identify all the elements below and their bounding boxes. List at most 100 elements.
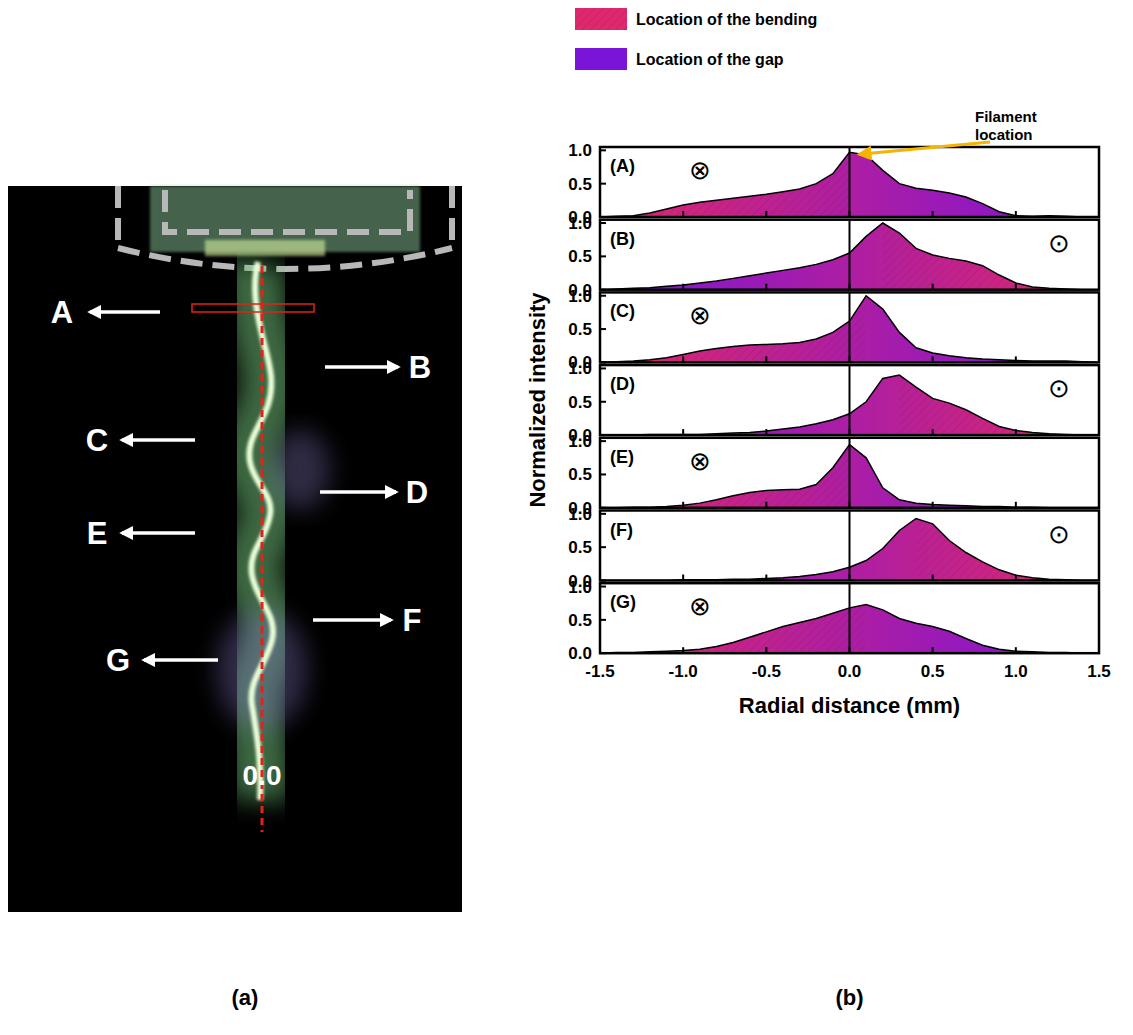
x-tick bbox=[849, 284, 851, 290]
y-tick-label: 0.5 bbox=[568, 465, 592, 484]
center-line bbox=[849, 583, 851, 653]
x-tick bbox=[1015, 356, 1017, 362]
label-arrow bbox=[320, 490, 396, 494]
label-arrow bbox=[90, 310, 160, 314]
x-tick-label: -0.5 bbox=[752, 662, 781, 681]
x-tick bbox=[1015, 647, 1017, 653]
profile-panel: 0.00.51.0(B)⊙ bbox=[568, 214, 1099, 300]
profile-panel: 0.00.51.0-1.5-1.0-0.50.00.51.01.5(G)⊗ bbox=[568, 578, 1110, 682]
x-tick bbox=[1015, 502, 1017, 508]
y-tick bbox=[600, 367, 606, 369]
y-tick bbox=[600, 295, 606, 297]
label-arrow bbox=[144, 658, 218, 662]
profile-panel: 0.00.51.0(E)⊗ bbox=[568, 432, 1099, 518]
section-label: E bbox=[87, 516, 108, 551]
electrode-outline bbox=[449, 186, 455, 250]
filament-glow bbox=[270, 430, 330, 510]
slice-box bbox=[192, 304, 314, 312]
electrode-outline bbox=[115, 186, 121, 250]
y-tick bbox=[600, 222, 606, 224]
y-tick-label: 1.0 bbox=[568, 505, 592, 524]
center-line bbox=[849, 292, 851, 362]
section-label: C bbox=[86, 423, 108, 458]
center-line bbox=[849, 220, 851, 290]
y-tick bbox=[600, 255, 606, 257]
legend-swatch bbox=[575, 8, 627, 30]
profile-panel: 0.00.51.0(D)⊙ bbox=[568, 359, 1099, 445]
panel-title: (C) bbox=[610, 301, 635, 321]
x-tick bbox=[1098, 356, 1100, 362]
x-tick bbox=[765, 284, 767, 290]
direction-symbol: ⊗ bbox=[689, 155, 711, 185]
bending-hatch bbox=[883, 223, 1099, 290]
y-tick-label: 0.5 bbox=[568, 320, 592, 339]
x-tick bbox=[1015, 429, 1017, 435]
x-tick bbox=[1098, 575, 1100, 581]
plot-frame bbox=[600, 438, 1099, 508]
center-line bbox=[849, 511, 851, 581]
profile-panel: 0.00.51.0(F)⊙ bbox=[568, 505, 1099, 591]
x-tick bbox=[599, 575, 601, 581]
x-tick bbox=[1098, 429, 1100, 435]
panel-title: (A) bbox=[610, 156, 635, 176]
hatch-group bbox=[883, 223, 1099, 290]
x-tick bbox=[765, 356, 767, 362]
y-tick-label: 1.0 bbox=[568, 432, 592, 451]
y-tick-label: 1.0 bbox=[568, 359, 592, 378]
profile-panel: 0.00.51.0(A)⊗ bbox=[568, 141, 1099, 227]
y-tick bbox=[600, 513, 606, 515]
hatch-group bbox=[600, 605, 866, 654]
y-tick bbox=[600, 328, 606, 330]
legend-swatch bbox=[575, 48, 627, 70]
x-tick bbox=[932, 284, 934, 290]
y-tick bbox=[600, 183, 606, 185]
x-tick bbox=[849, 211, 851, 217]
y-tick-label: 1.0 bbox=[568, 287, 592, 306]
legend-item: Location of the bending bbox=[575, 8, 817, 30]
x-tick bbox=[932, 356, 934, 362]
x-tick-label: 0.0 bbox=[838, 662, 862, 681]
x-tick bbox=[849, 647, 851, 653]
hatch-group bbox=[916, 519, 1099, 581]
x-tick bbox=[932, 502, 934, 508]
x-axis-title: Radial distance (mm) bbox=[739, 693, 960, 718]
y-tick-label: 1.0 bbox=[568, 578, 592, 597]
x-tick bbox=[765, 575, 767, 581]
direction-symbol: ⊗ bbox=[689, 591, 711, 621]
x-tick-label: -1.0 bbox=[669, 662, 698, 681]
axis-line bbox=[261, 266, 264, 832]
plot-frame bbox=[600, 365, 1099, 435]
bending-hatch bbox=[916, 519, 1099, 581]
x-tick bbox=[932, 575, 934, 581]
legend-item: Location of the gap bbox=[575, 48, 784, 70]
x-tick bbox=[849, 429, 851, 435]
x-tick bbox=[765, 647, 767, 653]
photo-background bbox=[8, 186, 462, 912]
x-tick bbox=[682, 356, 684, 362]
panel-title: (D) bbox=[610, 374, 635, 394]
x-tick-label: 0.5 bbox=[921, 662, 945, 681]
y-tick bbox=[600, 619, 606, 621]
x-tick-label: 1.0 bbox=[1004, 662, 1028, 681]
x-tick bbox=[599, 356, 601, 362]
y-tick bbox=[600, 586, 606, 588]
plot-frame bbox=[600, 220, 1099, 290]
label-arrow bbox=[325, 365, 398, 369]
x-tick bbox=[599, 284, 601, 290]
x-tick bbox=[682, 429, 684, 435]
section-label: B bbox=[409, 350, 431, 385]
direction-symbol: ⊗ bbox=[689, 446, 711, 476]
plot-frame bbox=[600, 147, 1099, 217]
y-axis-title: Normalized intensity bbox=[525, 292, 550, 508]
x-tick bbox=[1098, 211, 1100, 217]
x-tick bbox=[682, 211, 684, 217]
y-tick-label: 0.0 bbox=[568, 644, 592, 663]
center-line bbox=[849, 365, 851, 435]
panel-title: (B) bbox=[610, 229, 635, 249]
hatch-group bbox=[600, 444, 850, 507]
x-tick bbox=[765, 211, 767, 217]
bending-hatch bbox=[600, 152, 850, 217]
x-tick bbox=[849, 502, 851, 508]
section-label: A bbox=[51, 295, 73, 330]
x-tick bbox=[682, 284, 684, 290]
